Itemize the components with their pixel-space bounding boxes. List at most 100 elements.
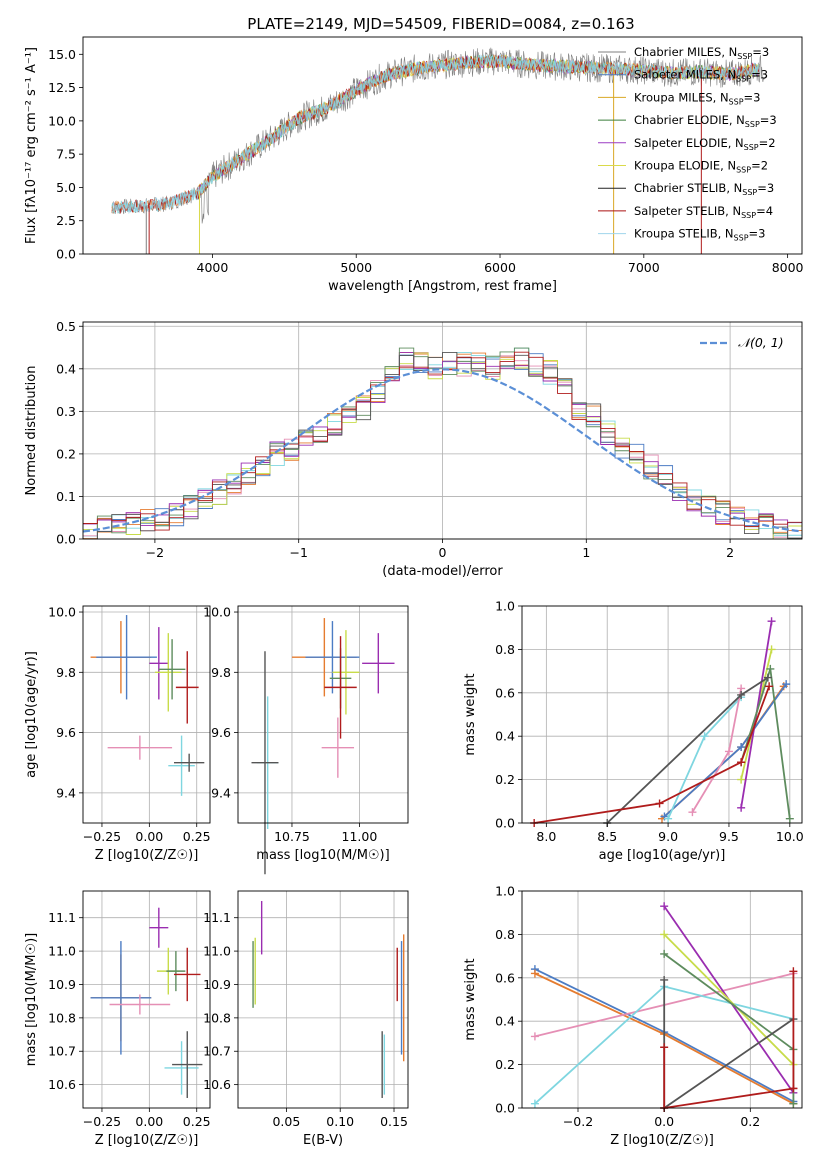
panel-2: −0.25 0.00 0.25 9.4 9.6 9.8 10.0 Z [log10(Z/Z☉)… <box>24 605 211 863</box>
panel-4: 8.0 8.5 9.0 9.5 10.0 0.0 0.2 0.4 0.6 0.8 1.0 age [l… <box>463 599 804 864</box>
x-tick-label: −0.25 <box>83 1114 121 1129</box>
panel-0: 4000 5000 6000 7000 8000 0.0 2.5 5.0 7.5 10.0 12.5… <box>24 36 804 294</box>
y-tick-label: 9.8 <box>211 665 231 680</box>
x-tick-label: 9.5 <box>719 829 739 844</box>
y-tick-label: 0.4 <box>495 1014 515 1029</box>
mass-weight-marker <box>655 799 664 808</box>
y-tick-label: 10.7 <box>48 1044 76 1059</box>
x-tick-label: 8.5 <box>597 829 617 844</box>
y-tick-label: 0.0 <box>56 532 76 547</box>
panel-7: −0.2 0.0 0.2 0.0 0.2 0.4 0.6 0.8 1.0 Z [log10(Z/Z… <box>463 884 803 1148</box>
legend-label: Chabrier STELIB, NSSP=3 <box>634 181 774 197</box>
y-tick-label: 0.0 <box>495 1101 515 1116</box>
y-tick-label: 10.9 <box>48 977 76 992</box>
y-tick-label: 0.4 <box>56 361 76 376</box>
legend-label: Kroupa MILES, NSSP=3 <box>634 90 760 106</box>
x-tick-label: 4000 <box>197 260 229 275</box>
y-axis-label: Normed distribution <box>24 366 39 496</box>
y-tick-label: 7.5 <box>56 147 76 162</box>
y-tick-label: 0.8 <box>495 927 515 942</box>
y-tick-label: 11.0 <box>203 944 231 959</box>
y-tick-label: 0.2 <box>495 772 515 787</box>
y-axis-label: mass weight <box>463 673 478 755</box>
mass-weight-marker <box>789 1099 798 1108</box>
y-tick-label: 0.4 <box>495 729 515 744</box>
x-axis-label: Z [log10(Z/Z☉)] <box>95 1133 199 1148</box>
mass-weight-line <box>663 971 795 1110</box>
y-tick-label: 9.4 <box>56 785 76 800</box>
mass-weight-marker <box>660 949 669 958</box>
residual-histogram <box>83 352 802 540</box>
y-tick-label: 5.0 <box>56 180 76 195</box>
axes-frame <box>82 890 211 1109</box>
legend-label: Chabrier MILES, NSSP=3 <box>634 45 769 61</box>
x-tick-label: 0.10 <box>326 1114 354 1129</box>
x-axis-label: Z [log10(Z/Z☉)] <box>95 848 199 863</box>
y-tick-label: 11.0 <box>48 944 76 959</box>
y-tick-label: 9.6 <box>211 725 231 740</box>
y-tick-label: 10.8 <box>203 1010 231 1025</box>
y-tick-label: 10.8 <box>48 1010 76 1025</box>
mass-weight-marker <box>664 814 673 823</box>
mass-weight-marker <box>660 902 669 911</box>
axes-frame <box>82 605 211 824</box>
y-axis-label: mass weight <box>463 958 478 1040</box>
residual-histogram <box>83 351 802 531</box>
y-tick-label: 9.6 <box>56 725 76 740</box>
mass-weight-marker <box>660 1043 669 1052</box>
y-tick-label: 0.0 <box>56 247 76 262</box>
y-tick-label: 0.3 <box>56 404 76 419</box>
x-tick-label: −0.2 <box>563 1114 593 1129</box>
y-tick-label: 0.6 <box>495 685 515 700</box>
x-axis-label: (data-model)/error <box>382 564 503 579</box>
y-axis-label: mass [log10(M/M☉)] <box>24 933 39 1066</box>
x-tick-label: −0.25 <box>83 829 121 844</box>
mass-weight-line <box>534 685 770 824</box>
y-tick-label: 0.8 <box>495 642 515 657</box>
panel-3: 10.75 11.00 9.4 9.6 9.8 10.0 mass [log10(M/M☉)… <box>203 605 409 875</box>
x-tick-label: 9.0 <box>658 829 678 844</box>
mass-weight-marker <box>737 775 746 784</box>
mass-weight-line <box>663 933 795 1066</box>
panel-6: 0.05 0.10 0.15 10.6 10.7 10.8 10.9 11.0 11.1 E(B-… <box>203 890 409 1148</box>
y-tick-label: 1.0 <box>495 599 515 614</box>
mass-weight-marker <box>530 969 539 978</box>
axes-frame <box>237 605 409 824</box>
mass-weight-marker <box>724 747 733 756</box>
y-tick-label: 0.1 <box>56 489 76 504</box>
y-tick-label: 0.2 <box>56 446 76 461</box>
legend-label: Kroupa STELIB, NSSP=3 <box>634 227 765 243</box>
y-tick-label: 2.5 <box>56 213 76 228</box>
mass-weight-marker <box>782 680 791 689</box>
y-tick-label: 9.4 <box>211 785 231 800</box>
legend-label: Salpeter MILES, NSSP=3 <box>634 68 768 84</box>
residual-histogram <box>83 351 802 540</box>
mass-weight-marker <box>766 664 775 673</box>
y-tick-label: 10.0 <box>48 113 76 128</box>
y-tick-label: 12.5 <box>48 80 76 95</box>
mass-weight-marker <box>688 808 697 817</box>
mass-weight-marker <box>737 803 746 812</box>
mass-weight-marker <box>737 743 746 752</box>
y-tick-label: 10.7 <box>203 1044 231 1059</box>
x-axis-label: wavelength [Angstrom, rest frame] <box>328 279 557 294</box>
mass-weight-marker <box>767 617 776 626</box>
x-tick-label: 0.0 <box>654 1114 674 1129</box>
axes-frame <box>521 890 803 1109</box>
x-tick-label: 0.15 <box>380 1114 408 1129</box>
x-tick-label: 1 <box>582 545 590 560</box>
legend-label: 𝒩(0, 1) <box>738 335 784 350</box>
x-tick-label: 6000 <box>484 260 516 275</box>
normal-distribution-curve <box>82 368 803 533</box>
mass-weight-marker <box>765 682 774 691</box>
spectrum-title: PLATE=2149, MJD=54509, FIBERID=0084, z=0… <box>247 15 634 33</box>
y-tick-label: 0.5 <box>56 319 76 334</box>
mass-weight-marker <box>789 967 798 976</box>
axes-frame <box>82 36 803 255</box>
mass-weight-marker <box>530 1032 539 1041</box>
mass-weight-marker <box>660 975 669 984</box>
x-tick-label: 5000 <box>340 260 372 275</box>
x-axis-label: E(B-V) <box>303 1133 343 1148</box>
x-tick-label: 0.25 <box>183 829 211 844</box>
x-tick-label: 10.0 <box>776 829 804 844</box>
